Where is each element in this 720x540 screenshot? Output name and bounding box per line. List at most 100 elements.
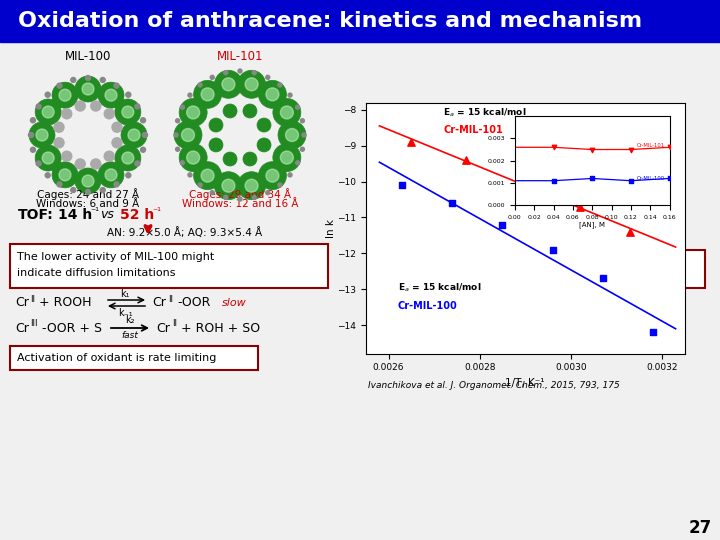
- Circle shape: [176, 119, 179, 123]
- Circle shape: [278, 121, 306, 149]
- Circle shape: [252, 195, 256, 199]
- Text: dt: dt: [492, 344, 503, 354]
- Circle shape: [29, 132, 34, 138]
- Circle shape: [179, 98, 207, 126]
- Circle shape: [91, 159, 101, 169]
- Circle shape: [91, 101, 101, 111]
- Text: Cr: Cr: [156, 321, 170, 334]
- Circle shape: [54, 138, 64, 148]
- Text: AN: 9.2×5.0 Å; AQ: 9.3×5.4 Å: AN: 9.2×5.0 Å; AQ: 9.3×5.4 Å: [107, 227, 263, 239]
- Circle shape: [243, 104, 257, 118]
- Circle shape: [180, 161, 184, 165]
- Circle shape: [52, 162, 78, 188]
- Text: ]: ]: [572, 299, 576, 309]
- Circle shape: [258, 80, 287, 109]
- Circle shape: [300, 119, 305, 123]
- Circle shape: [210, 76, 215, 79]
- Circle shape: [243, 152, 257, 166]
- Circle shape: [98, 82, 124, 108]
- Circle shape: [223, 152, 237, 166]
- Bar: [10, 244, 328, 288]
- Text: Cr: Cr: [152, 296, 166, 309]
- Text: =: =: [432, 307, 443, 320]
- Circle shape: [296, 161, 300, 165]
- Circle shape: [245, 78, 258, 91]
- Text: 27: 27: [688, 519, 711, 537]
- Circle shape: [82, 83, 94, 95]
- Circle shape: [57, 83, 62, 88]
- Point: [597, 274, 608, 282]
- Point: [647, 328, 659, 336]
- Circle shape: [224, 195, 228, 199]
- Circle shape: [227, 122, 253, 148]
- Point: [625, 177, 636, 185]
- Text: vs: vs: [100, 208, 114, 221]
- Circle shape: [59, 169, 71, 181]
- Circle shape: [122, 106, 134, 118]
- Circle shape: [238, 197, 242, 201]
- Text: ⁻¹: ⁻¹: [90, 207, 99, 217]
- Circle shape: [143, 132, 148, 138]
- Circle shape: [179, 144, 207, 172]
- Circle shape: [209, 138, 223, 152]
- Circle shape: [104, 151, 114, 161]
- Circle shape: [266, 88, 279, 101]
- Text: Cr-MIL-101: Cr-MIL-101: [636, 143, 665, 148]
- Circle shape: [86, 190, 91, 194]
- Circle shape: [278, 183, 282, 187]
- Circle shape: [209, 118, 223, 132]
- Circle shape: [36, 129, 48, 141]
- Circle shape: [280, 106, 293, 119]
- Circle shape: [215, 70, 243, 98]
- Point: [625, 145, 636, 154]
- Circle shape: [42, 106, 54, 118]
- Circle shape: [45, 173, 50, 178]
- Text: k₁k₂[S][ROOH][Cr: k₁k₂[S][ROOH][Cr: [448, 299, 539, 309]
- Circle shape: [186, 106, 199, 119]
- Circle shape: [252, 71, 256, 75]
- Text: II: II: [30, 294, 35, 303]
- Circle shape: [266, 169, 279, 182]
- Point: [497, 220, 508, 229]
- Circle shape: [30, 118, 35, 123]
- Circle shape: [42, 152, 54, 164]
- Circle shape: [273, 144, 301, 172]
- Circle shape: [35, 99, 61, 125]
- Circle shape: [278, 83, 282, 87]
- Point: [586, 174, 598, 183]
- Text: ⁻¹: ⁻¹: [152, 207, 161, 217]
- Text: fast: fast: [122, 332, 138, 341]
- Text: MIL-101: MIL-101: [217, 50, 264, 63]
- Circle shape: [45, 92, 50, 97]
- Point: [548, 143, 559, 152]
- Text: 14 h: 14 h: [58, 208, 92, 222]
- Circle shape: [140, 147, 145, 152]
- Circle shape: [300, 147, 305, 151]
- Circle shape: [210, 191, 215, 194]
- Text: Cr-MIL-100: Cr-MIL-100: [636, 177, 665, 181]
- Text: III: III: [629, 334, 636, 342]
- Bar: [393, 250, 705, 288]
- Bar: [10, 346, 258, 370]
- Circle shape: [223, 104, 237, 118]
- Circle shape: [54, 122, 64, 132]
- Circle shape: [302, 133, 306, 137]
- Text: k₋₁: k₋₁: [117, 308, 132, 318]
- Circle shape: [98, 162, 124, 188]
- Circle shape: [222, 179, 235, 192]
- Text: = −k₁[ROOH][Cr: = −k₁[ROOH][Cr: [518, 336, 605, 346]
- Circle shape: [36, 104, 41, 109]
- Circle shape: [114, 99, 141, 125]
- Text: k₁: k₁: [120, 289, 130, 299]
- Text: E$_a$ = 15 kcal/mol: E$_a$ = 15 kcal/mol: [444, 106, 527, 119]
- Circle shape: [62, 109, 72, 119]
- Text: Activation of oxidant is rate limiting: Activation of oxidant is rate limiting: [17, 353, 217, 363]
- Circle shape: [29, 122, 55, 148]
- Circle shape: [121, 122, 147, 148]
- Circle shape: [114, 83, 119, 88]
- Point: [460, 156, 472, 164]
- Circle shape: [288, 93, 292, 97]
- Point: [397, 181, 408, 190]
- Text: At k₂[S] >> k₋₁: At k₂[S] >> k₋₁: [393, 337, 472, 347]
- Circle shape: [100, 77, 105, 83]
